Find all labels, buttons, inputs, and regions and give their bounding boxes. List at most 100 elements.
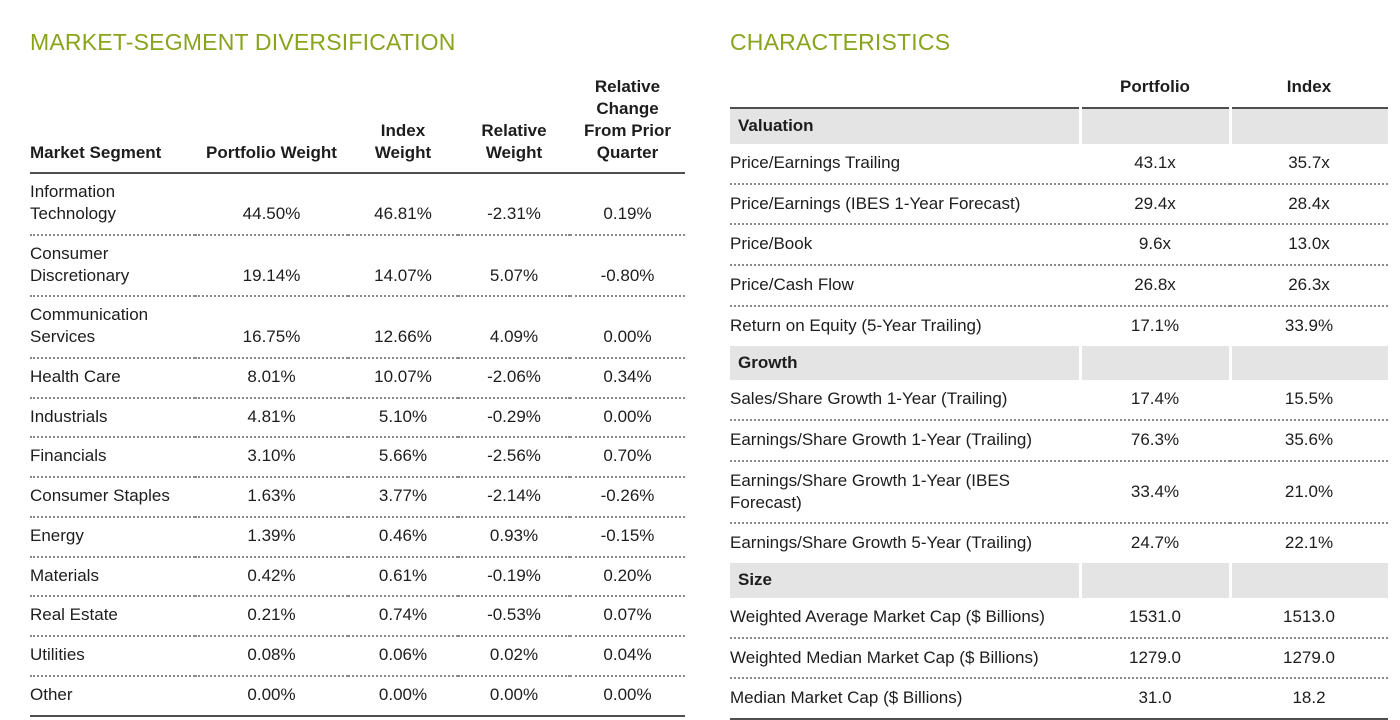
value-cell: 0.20% xyxy=(570,556,685,598)
value-cell: 1.63% xyxy=(195,477,348,518)
metric-label-cell: Median Market Cap ($ Billions) xyxy=(730,678,1080,720)
section-band-cell xyxy=(1078,345,1230,381)
index-value-cell: 1513.0 xyxy=(1230,597,1388,639)
market-segment-table: Market Segment Portfolio Weight Index Weig… xyxy=(30,76,685,717)
segment-name-cell: Consumer Staples xyxy=(30,477,195,518)
portfolio-value-cell: 76.3% xyxy=(1080,420,1230,462)
value-cell: 3.77% xyxy=(348,477,458,518)
portfolio-value-cell: 1531.0 xyxy=(1080,597,1230,639)
characteristics-row-price-earnings-trailing: Price/Earnings Trailing 43.1x 35.7x xyxy=(730,143,1388,185)
characteristics-row-earnings-share-growth-1-year-ibes-forecast: Earnings/Share Growth 1-Year (IBES Forec… xyxy=(730,460,1388,525)
characteristics-row-price-book: Price/Book 9.6x 13.0x xyxy=(730,224,1388,267)
portfolio-value-cell: 31.0 xyxy=(1080,678,1230,720)
metric-label-cell: Price/Book xyxy=(730,224,1080,267)
value-cell: -2.14% xyxy=(458,477,570,518)
value-cell: 0.70% xyxy=(570,437,685,479)
column-header-portfolio: Portfolio xyxy=(1080,76,1230,110)
market-segment-diversification-title: MARKET-SEGMENT DIVERSIFICATION xyxy=(30,29,456,55)
metric-label-cell: Price/Cash Flow xyxy=(730,265,1080,307)
value-cell: -0.15% xyxy=(570,516,685,558)
segment-name-cell: Other xyxy=(30,675,195,717)
value-cell: 0.00% xyxy=(195,675,348,717)
value-cell: 0.06% xyxy=(348,636,458,677)
value-cell: 19.14% xyxy=(195,234,348,298)
section-band-cell xyxy=(1078,108,1230,144)
value-cell: 5.10% xyxy=(348,397,458,439)
metric-label-cell: Earnings/Share Growth 5-Year (Trailing) xyxy=(730,533,1033,553)
value-cell: 0.61% xyxy=(348,556,458,598)
index-value-cell: 15.5% xyxy=(1230,380,1388,422)
value-cell: 0.07% xyxy=(570,596,685,638)
value-cell: -0.19% xyxy=(458,556,570,598)
index-value-cell: 21.0% xyxy=(1230,460,1388,525)
segment-name-cell: Information Technology xyxy=(30,173,195,236)
metric-label-cell: Price/Earnings (IBES 1-Year Forecast) xyxy=(730,183,1080,226)
value-cell: 44.50% xyxy=(195,173,348,236)
segment-name-cell: Financials xyxy=(30,437,195,479)
portfolio-value-cell: 29.4x xyxy=(1080,183,1230,226)
portfolio-value-cell: 43.1x xyxy=(1080,143,1230,185)
value-cell: -0.80% xyxy=(570,234,685,298)
segment-name-cell: Energy xyxy=(30,516,195,558)
segment-name-cell: Real Estate xyxy=(30,596,195,638)
market-segment-row-consumer-discretionary: Consumer Discretionary 19.14% 14.07% 5.07% -… xyxy=(30,234,685,298)
metric-label-cell: Weighted Average Market Cap ($ Billions) xyxy=(730,597,1080,639)
market-segment-row-materials: Materials 0.42% 0.61% -0.19% 0.20% xyxy=(30,556,685,598)
characteristics-header-row: Portfolio Index xyxy=(730,76,1388,110)
characteristics-row-median-market-cap-billions: Median Market Cap ($ Billions) 31.0 18.2 xyxy=(730,678,1388,720)
value-cell: 12.66% xyxy=(348,296,458,359)
value-cell: 8.01% xyxy=(195,357,348,399)
section-band-cell xyxy=(1228,345,1388,381)
characteristics-title: CHARACTERISTICS xyxy=(730,29,951,55)
column-header-blank xyxy=(730,76,1080,110)
value-cell: -0.53% xyxy=(458,596,570,638)
metric-label-cell: Earnings/Share Growth 1-Year (Trailing) xyxy=(730,420,1080,462)
column-header-portfolio-weight: Portfolio Weight xyxy=(195,76,348,175)
market-segment-row-health-care: Health Care 8.01% 10.07% -2.06% 0.34% xyxy=(30,357,685,399)
value-cell: 0.21% xyxy=(195,596,348,638)
value-cell: 0.19% xyxy=(570,173,685,236)
section-band-cell xyxy=(1228,563,1388,598)
market-segment-row-energy: Energy 1.39% 0.46% 0.93% -0.15% xyxy=(30,516,685,558)
segment-name-cell: Utilities xyxy=(30,636,195,677)
section-header-row-size: Size xyxy=(730,563,1388,598)
metric-label-cell: Return on Equity (5-Year Trailing) xyxy=(730,315,982,335)
characteristics-section: CHARACTERISTICS Portfolio Index Valuation… xyxy=(730,29,1388,720)
value-cell: 0.08% xyxy=(195,636,348,677)
value-cell: 10.07% xyxy=(348,357,458,399)
column-header-relative-weight: Relative Weight xyxy=(458,76,570,175)
portfolio-value-cell: 26.8x xyxy=(1080,265,1230,307)
market-segment-row-real-estate: Real Estate 0.21% 0.74% -0.53% 0.07% xyxy=(30,596,685,638)
market-segment-row-other: Other 0.00% 0.00% 0.00% 0.00% xyxy=(30,675,685,717)
market-segment-row-financials: Financials 3.10% 5.66% -2.56% 0.70% xyxy=(30,437,685,479)
value-cell: 0.04% xyxy=(570,636,685,677)
value-cell: 0.46% xyxy=(348,516,458,558)
market-segment-row-utilities: Utilities 0.08% 0.06% 0.02% 0.04% xyxy=(30,636,685,677)
section-name-cell: Growth xyxy=(730,345,1080,381)
index-value-cell: 13.0x xyxy=(1230,224,1388,267)
value-cell: 0.00% xyxy=(458,675,570,717)
value-cell: 0.00% xyxy=(348,675,458,717)
portfolio-value-cell: 17.4% xyxy=(1080,380,1230,422)
column-header-index: Index xyxy=(1230,76,1388,110)
section-name-cell: Valuation xyxy=(730,108,1080,144)
value-cell: 16.75% xyxy=(195,296,348,359)
characteristics-table: Portfolio Index Valuation Price/Earnings T… xyxy=(730,76,1388,720)
metric-label-cell: Price/Earnings Trailing xyxy=(730,143,1080,185)
market-segment-row-consumer-staples: Consumer Staples 1.63% 3.77% -2.14% -0.26% xyxy=(30,477,685,518)
index-value-cell: 26.3x xyxy=(1230,265,1388,307)
characteristics-row-earnings-share-growth-1-year-trailing: Earnings/Share Growth 1-Year (Trailing) 7… xyxy=(730,420,1388,462)
segment-name-cell: Health Care xyxy=(30,357,195,399)
column-header-market-segment: Market Segment xyxy=(30,76,195,175)
characteristics-row-sales-share-growth-1-year-trailing: Sales/Share Growth 1-Year (Trailing) 17.4… xyxy=(730,380,1388,422)
value-cell: 3.10% xyxy=(195,437,348,479)
section-band-cell xyxy=(1228,108,1388,144)
portfolio-value-cell: 9.6x xyxy=(1080,224,1230,267)
value-cell: 0.02% xyxy=(458,636,570,677)
characteristics-row-earnings-share-growth-5-year-trailing: Earnings/Share Growth 5-Year (Trailing) 2… xyxy=(730,523,1388,563)
portfolio-value-cell: 33.4% xyxy=(1080,460,1230,525)
metric-label-cell: Earnings/Share Growth 1-Year (IBES Forec… xyxy=(730,460,1080,525)
value-cell: 0.00% xyxy=(570,675,685,717)
index-value-cell: 22.1% xyxy=(1284,533,1334,553)
value-cell: 5.07% xyxy=(458,234,570,298)
